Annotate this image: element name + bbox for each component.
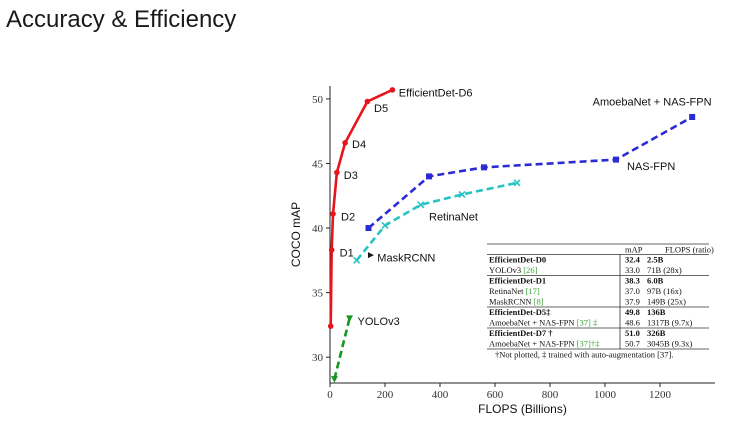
table-flops-value: 149B (25x): [647, 297, 686, 307]
annotation-label: D5: [374, 103, 388, 115]
data-point: [613, 156, 619, 163]
table-flops-value: 326B: [647, 328, 666, 338]
model-citation: [26]: [523, 265, 537, 275]
data-point: [342, 140, 348, 146]
model-text: EfficientDet-D5‡: [489, 307, 551, 317]
x-axis-title: FLOPS (Billions): [478, 402, 567, 416]
y-tick-label: 30: [312, 352, 324, 364]
comparison-table: mAP FLOPS (ratio) EfficientDet-D0 32.4 2.5B Y…: [487, 243, 714, 360]
x-tick-label: 800: [542, 389, 559, 401]
annotation-label: AmoebaNet + NAS-FPN: [593, 96, 712, 108]
table-map-value: 48.6: [625, 318, 640, 328]
data-point: [353, 256, 361, 264]
model-citation: [37] ‡: [577, 318, 598, 328]
chart-axes: 0 200 400 600 800 1000 1200 30 35 40 45 50 FLOPS (Bi…: [289, 86, 715, 416]
table-flops-value: 97B (16x): [647, 286, 682, 296]
table-model-name: AmoebaNet + NAS-FPN [37]†‡: [489, 339, 599, 349]
data-point: [365, 225, 372, 232]
y-tick-label: 45: [312, 158, 324, 170]
series-line: [355, 181, 518, 262]
y-tick-label: 35: [312, 288, 324, 300]
data-point: [330, 376, 338, 383]
annotation-label: D4: [352, 139, 366, 151]
table-map-value: 37.9: [625, 297, 640, 307]
table-model-name: EfficientDet-D1: [489, 276, 546, 286]
table-model-name: YOLOv3 [26]: [489, 265, 538, 275]
data-point: [346, 315, 354, 322]
table-model-name: EfficientDet-D7 †: [489, 328, 553, 338]
data-point: [481, 164, 487, 171]
table-map-value: 32.4: [625, 255, 641, 265]
y-axis-title: COCO mAP: [289, 202, 303, 267]
x-tick-label: 200: [377, 389, 394, 401]
x-tick-label: 600: [487, 389, 504, 401]
data-point: [513, 179, 521, 187]
annotation-label: EfficientDet-D6: [399, 87, 473, 99]
annotation-label: D1: [340, 247, 354, 259]
model-text: EfficientDet-D0: [489, 255, 546, 265]
y-tick-label: 40: [312, 223, 324, 235]
data-point: [689, 113, 696, 120]
table-footnote: †Not plotted, ‡ trained with auto-augmen…: [495, 350, 673, 360]
table-flops-value: 6.0B: [647, 276, 664, 286]
table-model-name: MaskRCNN [8]: [489, 297, 544, 307]
data-point: [364, 98, 371, 105]
table-header-map: mAP: [625, 245, 643, 255]
x-tick-label: 0: [327, 389, 333, 401]
data-point: [330, 211, 336, 217]
table-map-value: 50.7: [625, 339, 640, 349]
data-point: [367, 252, 374, 259]
data-point: [334, 169, 340, 176]
data-point: [458, 190, 466, 199]
annotation-label: RetinaNet: [429, 211, 478, 223]
table-map-value: 38.3: [625, 276, 640, 286]
model-citation: [8]: [534, 297, 544, 307]
table-model-name: RetinaNet [17]: [489, 286, 540, 296]
x-tick-label: 1200: [649, 389, 672, 401]
annotation-label: D3: [344, 170, 358, 182]
model-text: EfficientDet-D7 †: [489, 328, 553, 338]
annotation-label: NAS-FPN: [627, 161, 675, 173]
series-line: [333, 318, 351, 380]
annotation-label: D2: [341, 211, 355, 223]
data-point: [417, 201, 425, 209]
slide-title: Accuracy & Efficiency: [6, 6, 237, 33]
annotation-label: MaskRCNN: [377, 253, 435, 265]
model-text: RetinaNet: [489, 286, 526, 296]
table-flops-value: 2.5B: [647, 255, 664, 265]
x-tick-label: 400: [432, 389, 449, 401]
table-flops-value: 3045B (9.3x): [647, 339, 693, 349]
table-model-name: AmoebaNet + NAS-FPN [37] ‡: [489, 318, 597, 328]
table-model-name: EfficientDet-D5‡: [489, 307, 551, 317]
chart-series-layer: [327, 87, 696, 383]
model-text: AmoebaNet + NAS-FPN: [489, 318, 577, 328]
table-map-value: 37.0: [625, 286, 640, 296]
data-point: [426, 173, 432, 180]
model-text: AmoebaNet + NAS-FPN: [489, 339, 577, 349]
table-map-value: 33.0: [625, 265, 640, 275]
table-header-flops: FLOPS (ratio): [665, 245, 714, 255]
table-flops-value: 1317B (9.7x): [647, 318, 693, 328]
table-model-name: EfficientDet-D0: [489, 255, 546, 265]
data-point: [327, 323, 334, 329]
model-citation: [37]†‡: [577, 339, 600, 349]
table-map-value: 51.0: [625, 328, 640, 338]
data-point: [389, 87, 396, 93]
y-tick-label: 50: [312, 94, 324, 106]
model-text: MaskRCNN: [489, 297, 534, 307]
series-line: [329, 88, 393, 327]
chart-annotations: EfficientDet-D6 D5 D4 D3 D2 D1 AmoebaNet + NAS…: [340, 87, 712, 328]
annotation-label: YOLOv3: [358, 316, 400, 328]
model-citation: [17]: [526, 286, 540, 296]
model-text: EfficientDet-D1: [489, 276, 546, 286]
table-flops-value: 136B: [647, 307, 666, 317]
data-point: [328, 247, 335, 253]
data-point: [381, 221, 389, 230]
table-flops-value: 71B (28x): [647, 265, 682, 275]
x-tick-label: 1000: [594, 389, 617, 401]
table-map-value: 49.8: [625, 307, 640, 317]
model-text: YOLOv3: [489, 265, 523, 275]
